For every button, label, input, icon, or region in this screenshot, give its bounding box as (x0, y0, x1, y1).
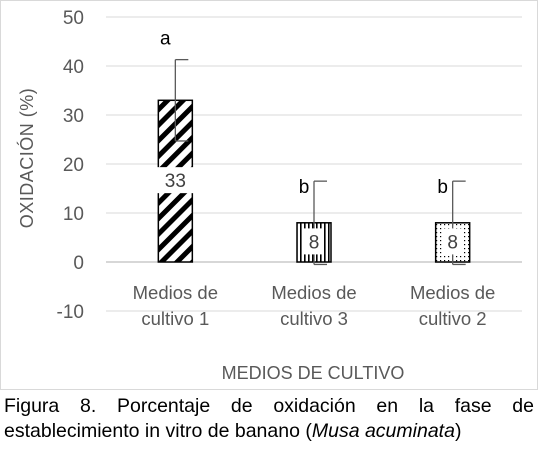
data-label: 8 (447, 232, 458, 253)
category-label: cultivo 2 (419, 308, 487, 329)
y-tick-label: 10 (63, 204, 84, 225)
caption-text: Figura 8. Porcentaje de oxidación en la … (4, 395, 534, 442)
y-axis-title: OXIDACIÓN (%) (16, 88, 37, 229)
significance-letter: b (437, 177, 448, 198)
caption-tail: ) (454, 420, 462, 442)
data-label-bg (154, 167, 197, 194)
figure-caption: Figura 8. Porcentaje de oxidación en la … (4, 394, 534, 444)
bar-chart: -10 0 10 20 30 40 50 OXIDACIÓN (%) MEDIOS DE CUL… (16, 8, 522, 383)
y-tick-label: 40 (63, 57, 84, 78)
significance-letter: a (160, 29, 171, 50)
y-tick-label: 30 (63, 106, 84, 127)
category-label: Medios de (133, 282, 218, 303)
data-label-bg (304, 228, 324, 255)
y-tick-label: 0 (73, 253, 84, 274)
chart-area: -10 0 10 20 30 40 50 OXIDACIÓN (%) MEDIOS DE CUL… (0, 0, 538, 390)
data-label-bg (442, 228, 463, 255)
category-label: Medios de (271, 282, 356, 303)
category-label: cultivo 3 (280, 308, 348, 329)
significance-letter: b (299, 177, 310, 198)
data-label: 8 (309, 232, 320, 253)
x-axis-title: MEDIOS DE CULTIVO (222, 363, 405, 383)
y-tick-label: -10 (57, 302, 84, 323)
category-label: Medios de (410, 282, 495, 303)
y-tick-label: 50 (63, 8, 84, 29)
caption-species: Musa acuminata (311, 420, 455, 442)
category-label: cultivo 1 (141, 308, 209, 329)
data-label: 33 (165, 171, 186, 192)
y-tick-label: 20 (63, 155, 84, 176)
